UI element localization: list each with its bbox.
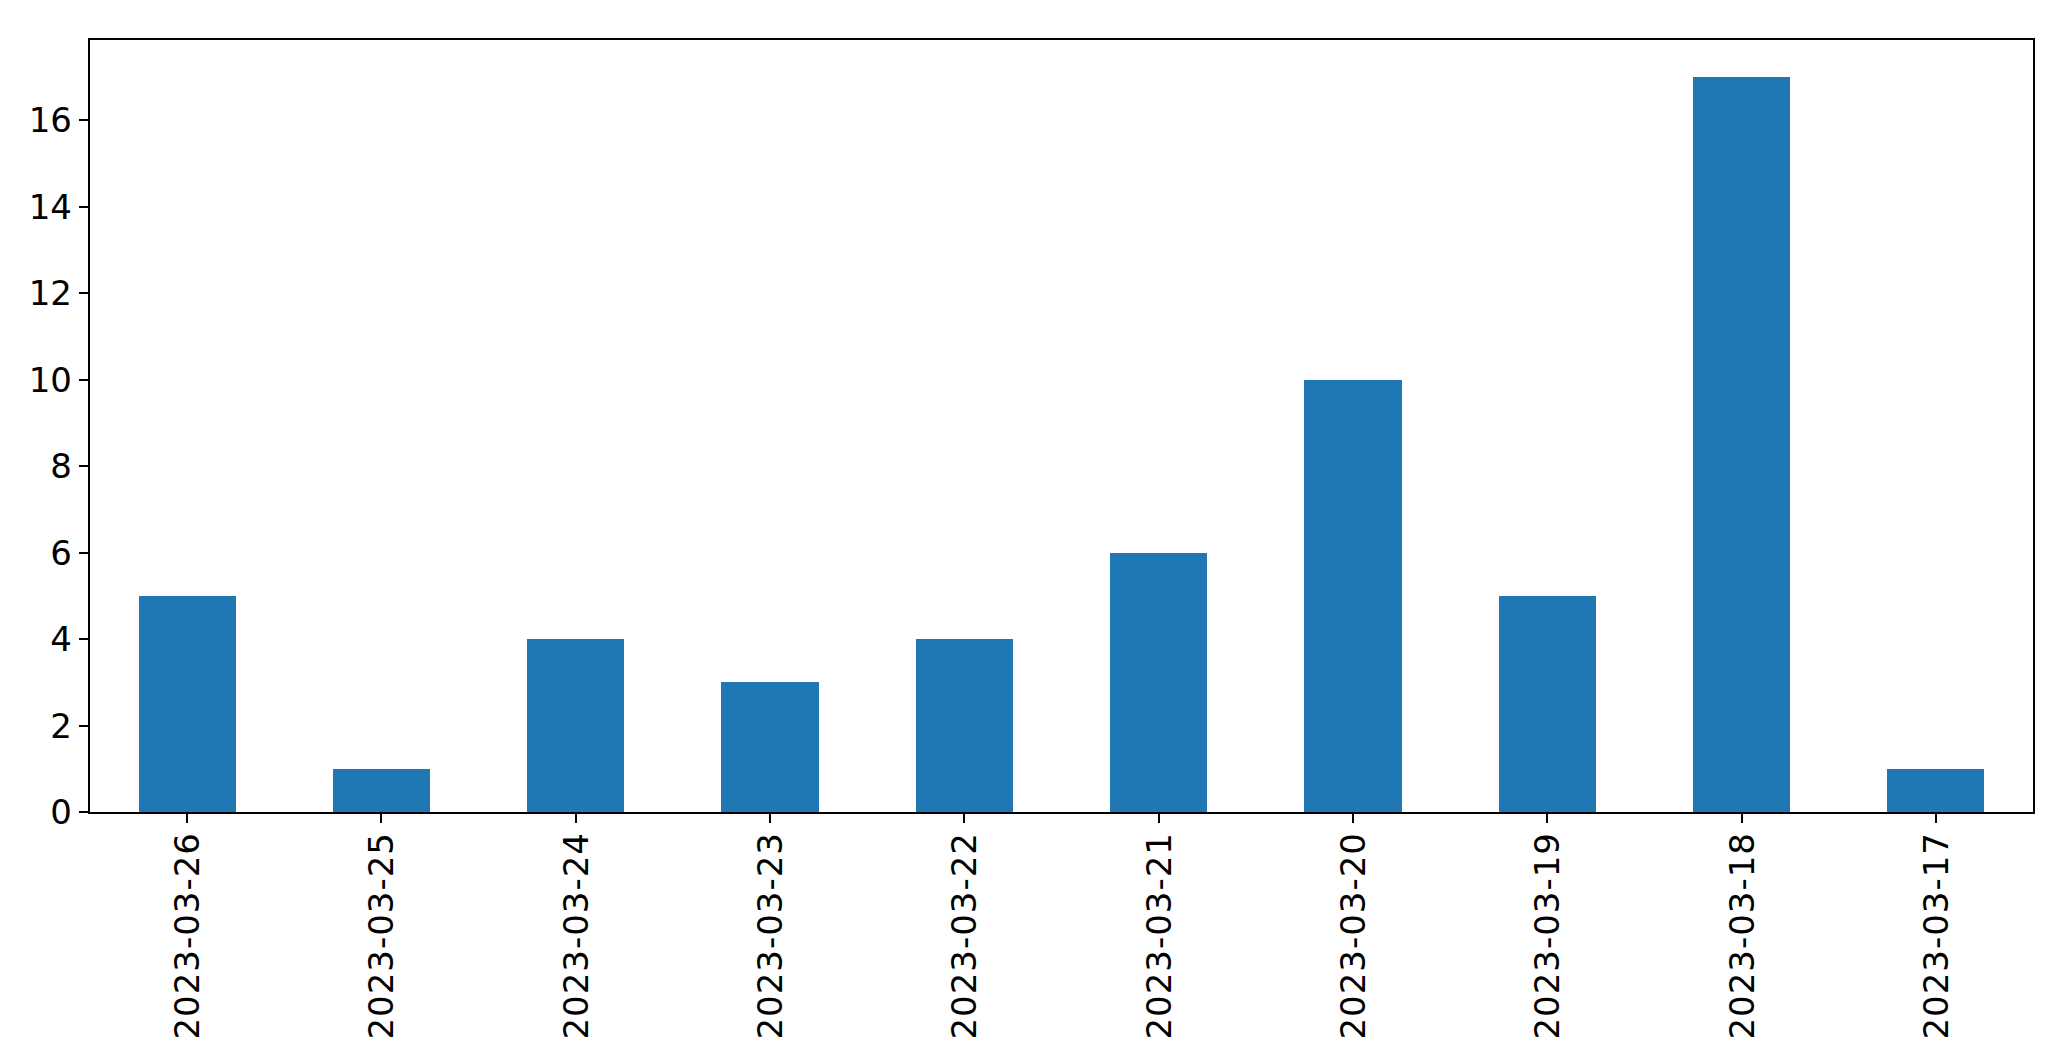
x-tick-label: 2023-03-20 [1336, 832, 1370, 1040]
x-tick-mark [186, 814, 188, 823]
x-tick-mark [1741, 814, 1743, 823]
x-tick-label: 2023-03-19 [1530, 832, 1564, 1040]
x-tick-mark [769, 814, 771, 823]
x-tick-label: 2023-03-21 [1142, 832, 1176, 1040]
x-tick-label: 2023-03-26 [170, 832, 204, 1040]
bars-container [90, 40, 2033, 812]
bar-2023-03-18 [1693, 77, 1790, 812]
x-tick-mark [1352, 814, 1354, 823]
x-tick-label: 2023-03-24 [559, 832, 593, 1040]
bar-2023-03-17 [1887, 769, 1984, 812]
bar-2023-03-25 [333, 769, 430, 812]
bar-2023-03-24 [527, 639, 624, 812]
y-tick-mark [79, 119, 88, 121]
y-tick-mark [79, 725, 88, 727]
y-tick-mark [79, 638, 88, 640]
bar-2023-03-26 [139, 596, 236, 812]
x-tick-mark [1158, 814, 1160, 823]
x-tick-label: 2023-03-23 [753, 832, 787, 1040]
y-tick-mark [79, 552, 88, 554]
y-tick-mark [79, 811, 88, 813]
bar-2023-03-20 [1304, 380, 1401, 812]
y-tick-mark [79, 379, 88, 381]
x-tick-mark [1546, 814, 1548, 823]
bar-2023-03-21 [1110, 553, 1207, 812]
y-tick-label: 10 [29, 363, 72, 397]
bar-2023-03-23 [721, 682, 818, 812]
y-tick-mark [79, 206, 88, 208]
y-tick-label: 6 [50, 536, 72, 570]
bar-chart-figure: 0 2 4 6 8 10 12 14 16 2023-03-26 2023-03-25 2023-0… [0, 0, 2071, 1061]
x-tick-mark [575, 814, 577, 823]
y-tick-label: 8 [50, 449, 72, 483]
x-tick-label: 2023-03-18 [1725, 832, 1759, 1040]
bar-2023-03-19 [1499, 596, 1596, 812]
x-tick-label: 2023-03-22 [947, 832, 981, 1040]
y-tick-mark [79, 292, 88, 294]
bar-2023-03-22 [916, 639, 1013, 812]
y-tick-label: 12 [29, 276, 72, 310]
y-tick-label: 4 [50, 622, 72, 656]
y-tick-mark [79, 465, 88, 467]
y-tick-label: 14 [29, 190, 72, 224]
plot-area: 0246810121416 2023-03-262023-03-252023-0… [88, 38, 2035, 814]
x-tick-mark [1935, 814, 1937, 823]
x-tick-label: 2023-03-25 [364, 832, 398, 1040]
x-tick-mark [963, 814, 965, 823]
y-tick-label: 0 [50, 795, 72, 829]
y-tick-label: 16 [29, 103, 72, 137]
x-tick-label: 2023-03-17 [1919, 832, 1953, 1040]
x-tick-mark [380, 814, 382, 823]
y-tick-label: 2 [50, 709, 72, 743]
